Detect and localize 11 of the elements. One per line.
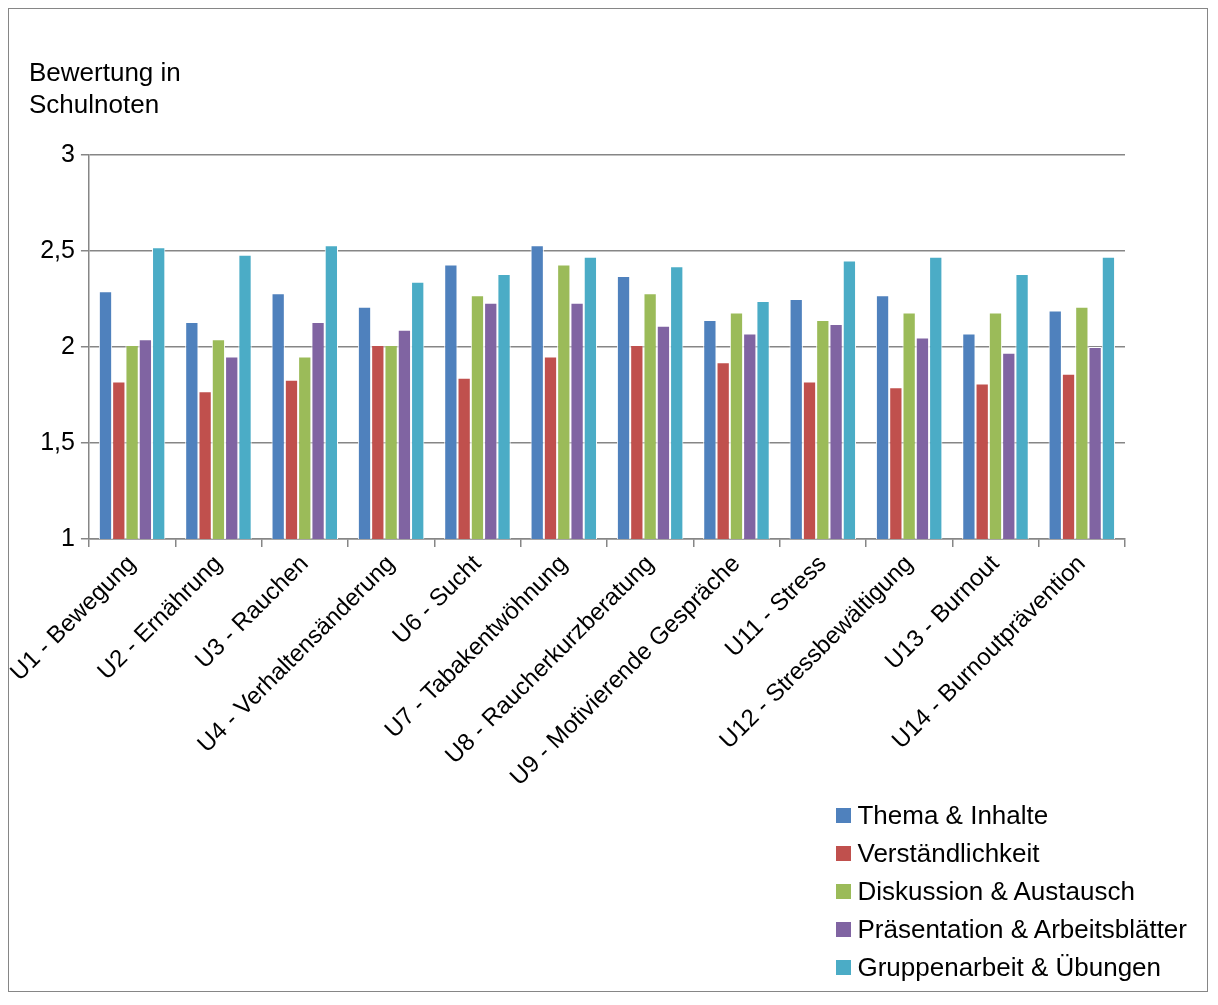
y-tick-label: 1 bbox=[61, 522, 75, 551]
legend-label: Gruppenarbeit & Übungen bbox=[857, 951, 1162, 983]
y-axis-title: Bewertung in Schulnoten bbox=[29, 57, 181, 120]
legend-label: Thema & Inhalte bbox=[857, 799, 1049, 831]
legend-label: Diskussion & Austausch bbox=[857, 875, 1135, 907]
y-tick-label: 3 bbox=[61, 138, 75, 167]
y-tick-label: 2,5 bbox=[40, 234, 75, 263]
legend-label: Präsentation & Arbeitsblätter bbox=[857, 913, 1187, 945]
legend-label: Verständlichkeit bbox=[857, 837, 1040, 869]
y-tick-label: 1,5 bbox=[40, 426, 75, 455]
y-tick-label: 2 bbox=[61, 330, 75, 359]
